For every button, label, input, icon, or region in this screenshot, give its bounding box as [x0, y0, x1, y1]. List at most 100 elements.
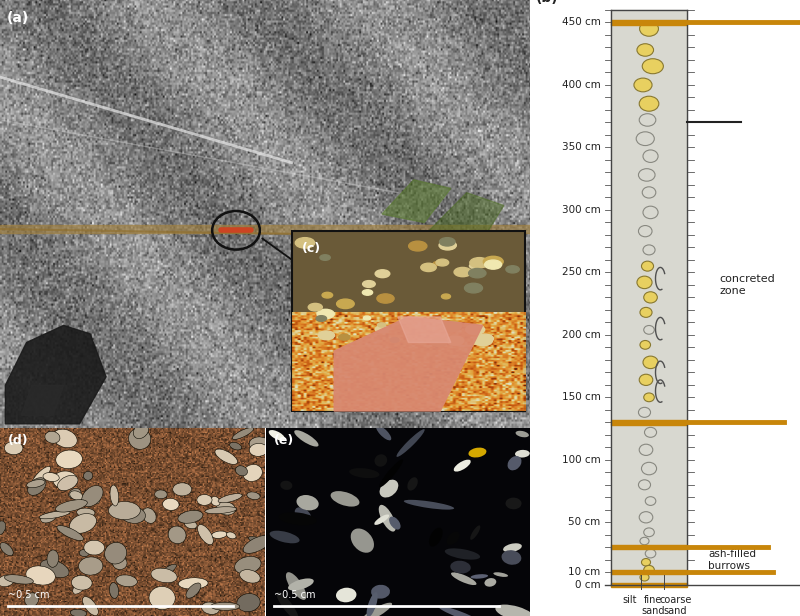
Ellipse shape	[26, 480, 45, 488]
Ellipse shape	[69, 488, 81, 499]
Ellipse shape	[349, 468, 379, 478]
Bar	[611, 570, 686, 575]
Ellipse shape	[297, 495, 318, 511]
Ellipse shape	[269, 430, 285, 440]
Text: (c): (c)	[302, 242, 322, 255]
Text: (e): (e)	[274, 434, 294, 447]
Ellipse shape	[142, 508, 156, 524]
Text: fine
sand: fine sand	[641, 595, 665, 616]
Ellipse shape	[250, 444, 268, 456]
Ellipse shape	[439, 238, 455, 246]
Ellipse shape	[41, 513, 56, 523]
Ellipse shape	[286, 572, 306, 600]
Ellipse shape	[515, 431, 529, 437]
Ellipse shape	[374, 514, 389, 525]
Ellipse shape	[637, 276, 652, 289]
Ellipse shape	[237, 594, 260, 612]
Ellipse shape	[198, 524, 214, 545]
Ellipse shape	[70, 609, 86, 616]
Ellipse shape	[506, 265, 519, 273]
Ellipse shape	[43, 472, 59, 482]
Ellipse shape	[234, 556, 261, 574]
Ellipse shape	[78, 557, 103, 575]
Ellipse shape	[507, 456, 522, 471]
Ellipse shape	[442, 321, 462, 331]
Ellipse shape	[226, 532, 236, 539]
Ellipse shape	[362, 281, 375, 288]
Ellipse shape	[350, 529, 374, 553]
Ellipse shape	[276, 592, 298, 616]
Ellipse shape	[320, 255, 330, 261]
Ellipse shape	[218, 493, 242, 503]
Ellipse shape	[337, 299, 354, 309]
Ellipse shape	[158, 564, 177, 578]
Ellipse shape	[39, 511, 70, 519]
Text: 200 cm: 200 cm	[562, 330, 601, 340]
Ellipse shape	[197, 495, 212, 505]
Ellipse shape	[378, 323, 386, 327]
Ellipse shape	[316, 315, 326, 322]
Ellipse shape	[376, 426, 391, 440]
Ellipse shape	[474, 259, 483, 264]
Ellipse shape	[470, 525, 480, 540]
Ellipse shape	[77, 508, 95, 517]
Ellipse shape	[450, 561, 470, 573]
Bar	[611, 583, 686, 587]
Ellipse shape	[445, 548, 480, 560]
Ellipse shape	[389, 517, 401, 530]
Ellipse shape	[506, 498, 522, 509]
Text: 350 cm: 350 cm	[562, 142, 601, 152]
Ellipse shape	[439, 241, 456, 250]
Ellipse shape	[210, 602, 240, 610]
Text: 0 cm: 0 cm	[575, 580, 601, 590]
Ellipse shape	[474, 336, 492, 346]
Ellipse shape	[339, 334, 350, 340]
Ellipse shape	[278, 513, 317, 525]
Ellipse shape	[121, 506, 146, 524]
Ellipse shape	[70, 514, 97, 533]
Ellipse shape	[640, 573, 649, 581]
Ellipse shape	[643, 356, 658, 368]
Ellipse shape	[185, 521, 197, 529]
Ellipse shape	[409, 241, 427, 251]
Ellipse shape	[640, 307, 652, 317]
Ellipse shape	[270, 531, 299, 543]
Ellipse shape	[151, 568, 177, 583]
Ellipse shape	[379, 480, 398, 498]
Ellipse shape	[644, 393, 654, 402]
Ellipse shape	[363, 316, 370, 320]
Ellipse shape	[454, 267, 471, 277]
Ellipse shape	[55, 500, 87, 512]
Ellipse shape	[110, 583, 118, 598]
Text: ash-filled
burrows: ash-filled burrows	[708, 549, 756, 570]
Ellipse shape	[366, 592, 378, 616]
Ellipse shape	[362, 290, 373, 295]
Ellipse shape	[407, 477, 418, 490]
Ellipse shape	[25, 593, 38, 607]
Text: (b): (b)	[536, 0, 558, 5]
Text: 300 cm: 300 cm	[562, 205, 601, 215]
Ellipse shape	[154, 490, 167, 499]
Ellipse shape	[336, 588, 357, 602]
Ellipse shape	[434, 262, 440, 265]
Ellipse shape	[362, 602, 392, 616]
Bar	[611, 545, 686, 549]
Ellipse shape	[451, 572, 477, 585]
Text: 10 cm: 10 cm	[568, 567, 601, 577]
Ellipse shape	[446, 532, 460, 545]
Ellipse shape	[371, 585, 390, 599]
Ellipse shape	[318, 331, 334, 340]
Polygon shape	[382, 180, 451, 222]
Ellipse shape	[644, 292, 658, 303]
Ellipse shape	[40, 559, 69, 578]
Ellipse shape	[250, 437, 271, 452]
Ellipse shape	[477, 334, 494, 343]
Ellipse shape	[243, 535, 271, 553]
Ellipse shape	[379, 459, 403, 487]
Ellipse shape	[375, 270, 390, 278]
Ellipse shape	[502, 550, 522, 565]
Ellipse shape	[390, 338, 399, 342]
Polygon shape	[424, 193, 504, 248]
Ellipse shape	[178, 578, 208, 589]
Ellipse shape	[186, 583, 201, 598]
